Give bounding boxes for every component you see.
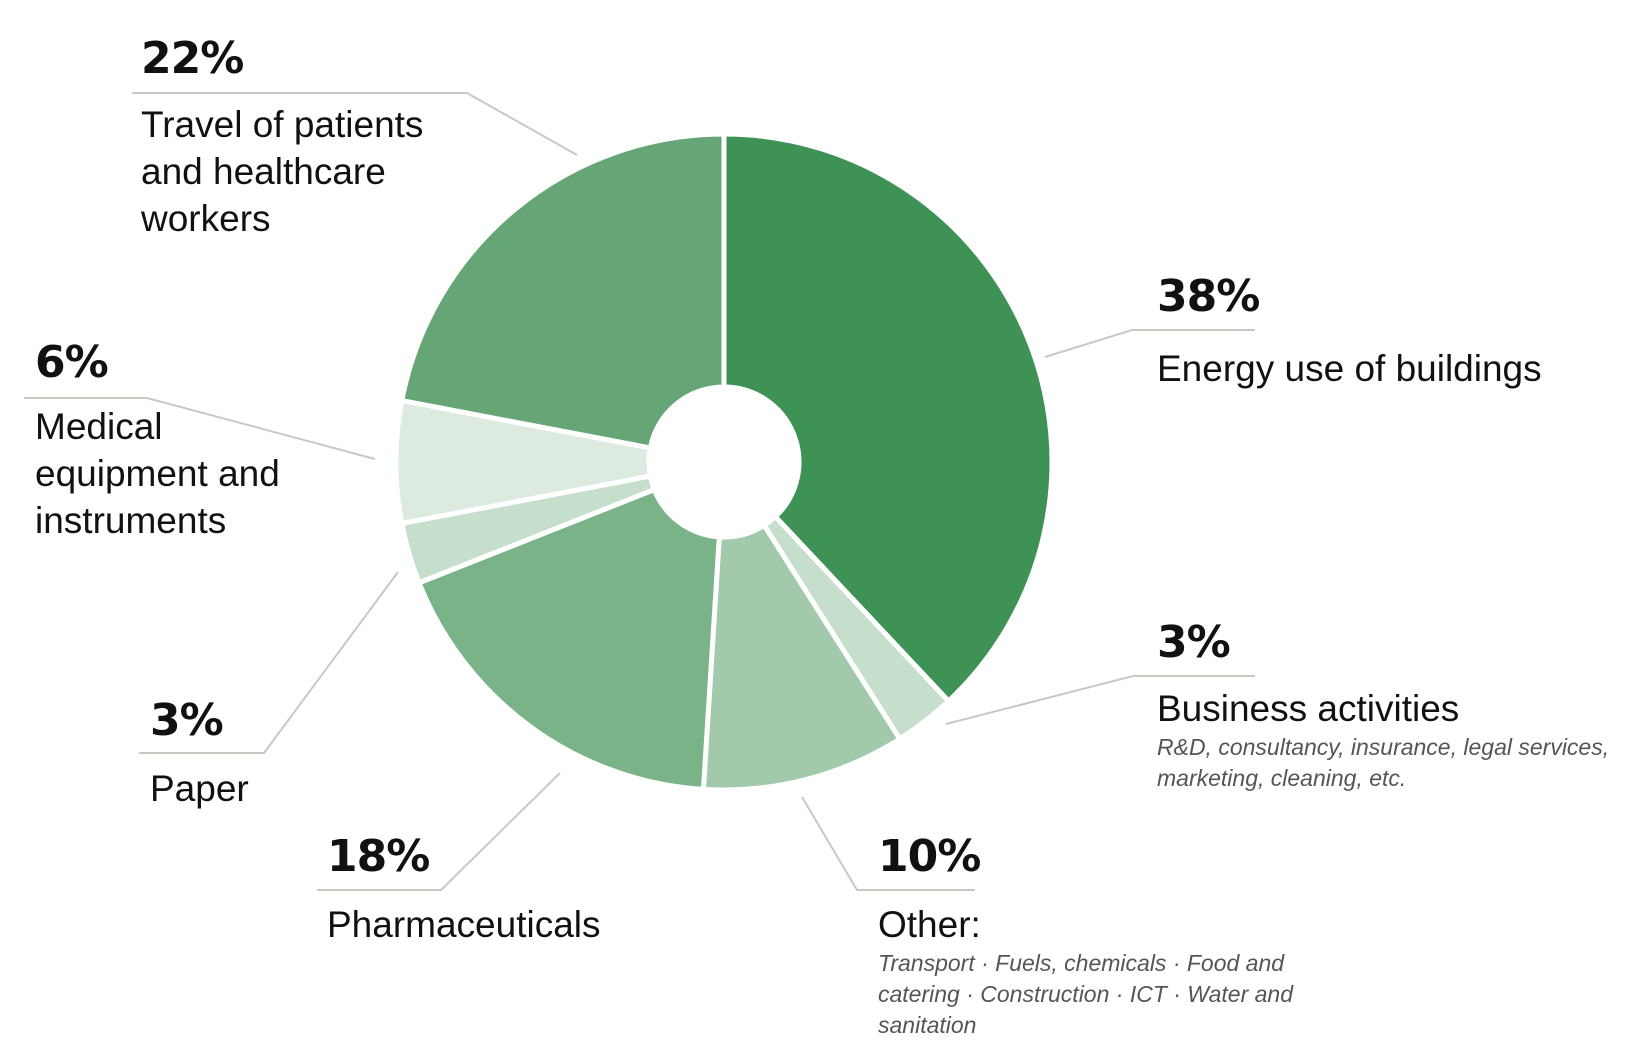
label-business: 3% Business activities R&D, consultancy,…: [1157, 621, 1627, 794]
leader-line-other: [801, 796, 975, 891]
slice-name: Paper: [150, 768, 249, 809]
slice-travel-of-patients-and-healthcare-workers: [399, 131, 727, 451]
leader-line-business: [945, 675, 1255, 725]
percent-label: 10%: [878, 831, 981, 882]
percent-label: 18%: [327, 831, 430, 882]
label-energy: 38% Energy use of buildings: [1157, 275, 1542, 392]
leader-line-energy: [1044, 329, 1255, 358]
label-medical: 6% Medical equipment and instruments: [35, 341, 325, 544]
slice-note: Transport · Fuels, chemicals · Food and …: [878, 950, 1293, 1038]
percent-label: 3%: [1157, 617, 1231, 668]
slice-name: Energy use of buildings: [1157, 348, 1542, 389]
leader-line-medical: [24, 397, 376, 460]
slice-name: Other:: [878, 904, 981, 945]
leader-line-travel: [132, 92, 578, 156]
slice-pharmaceuticals: [416, 487, 722, 792]
leader-lines: [24, 92, 1255, 891]
percent-label: 22%: [141, 33, 244, 84]
percent-label: 38%: [1157, 271, 1260, 322]
label-travel: 22% Travel of patients and healthcare wo…: [141, 37, 441, 242]
leader-line-pharma: [317, 772, 561, 891]
slice-medical-equipment-and-instruments: [393, 398, 653, 526]
slice-name: Medical equipment and instruments: [35, 406, 280, 541]
label-paper: 3% Paper: [150, 699, 249, 812]
slice-name: Pharmaceuticals: [327, 904, 601, 945]
slice-name: Travel of patients and healthcare worker…: [141, 104, 424, 239]
label-pharmaceuticals: 18% Pharmaceuticals: [327, 835, 601, 948]
percent-label: 6%: [35, 337, 109, 388]
chart-slices: [393, 131, 1055, 793]
slice-energy-use-of-buildings: [721, 131, 1055, 704]
percent-label: 3%: [150, 695, 224, 746]
slice-name: Business activities: [1157, 688, 1460, 729]
label-other: 10% Other: Transport · Fuels, chemicals …: [878, 835, 1318, 1041]
slice-other: [700, 522, 903, 793]
slice-note: R&D, consultancy, insurance, legal servi…: [1157, 734, 1610, 791]
leader-line-paper: [139, 571, 399, 754]
